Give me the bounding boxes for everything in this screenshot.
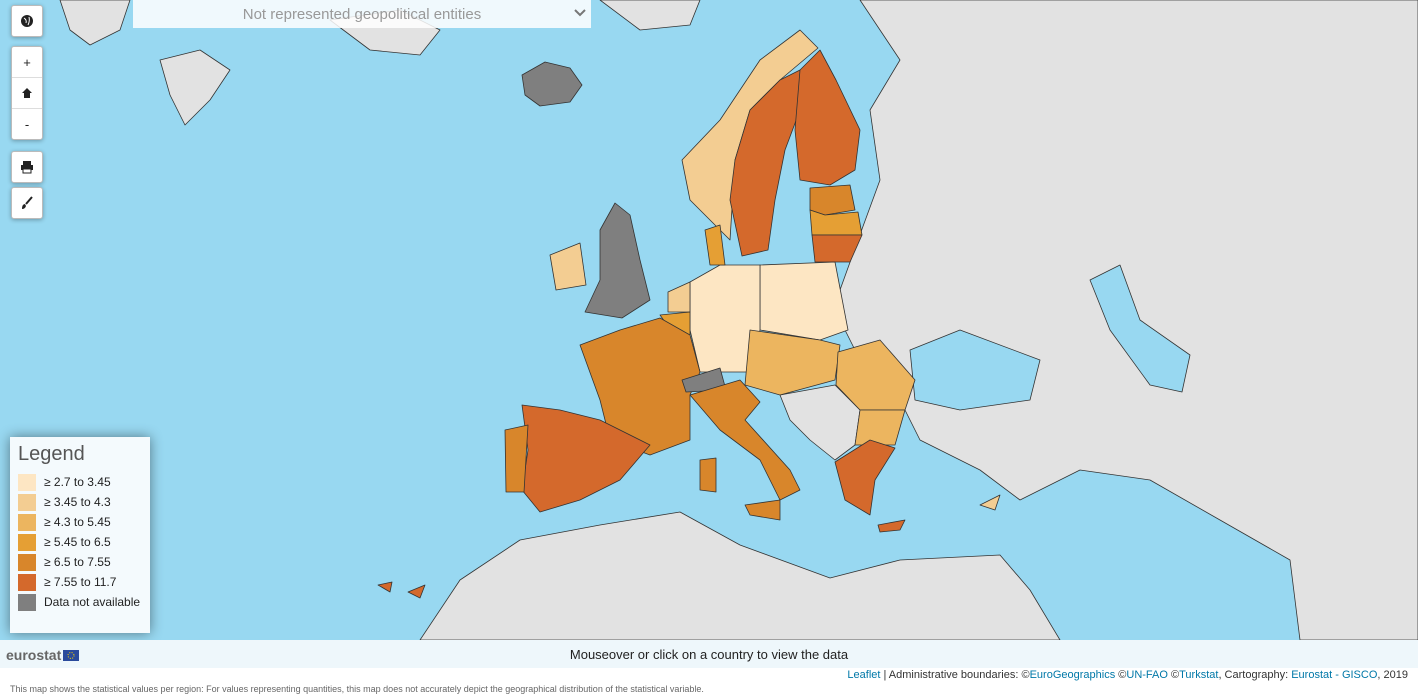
- legend-item: ≥ 2.7 to 3.45: [18, 472, 142, 492]
- country[interactable]: [549, 242, 587, 291]
- chevron-icon: [574, 9, 586, 17]
- legend-swatch: [18, 593, 36, 611]
- attribution: Leaflet | Administrative boundaries: ©Eu…: [843, 669, 1412, 681]
- attribution-text: ©: [1167, 669, 1180, 681]
- caspian-sea: [1089, 264, 1191, 393]
- country[interactable]: [779, 384, 861, 461]
- black-sea: [909, 329, 1041, 411]
- legend-items: ≥ 2.7 to 3.45 ≥ 3.45 to 4.3 ≥ 4.3 to 5.45 ≥…: [18, 472, 142, 612]
- country[interactable]: [759, 261, 849, 341]
- zoom-controls: + -: [11, 46, 43, 140]
- country[interactable]: [809, 209, 863, 236]
- attribution-text: ©: [1115, 669, 1127, 681]
- legend-label: ≥ 2.7 to 3.45: [44, 475, 111, 489]
- country[interactable]: [704, 224, 726, 266]
- land[interactable]: [599, 0, 701, 31]
- country[interactable]: [377, 581, 393, 593]
- country[interactable]: [744, 499, 781, 521]
- brand-name: eurostat: [6, 647, 62, 663]
- country[interactable]: [521, 61, 583, 107]
- country[interactable]: [699, 457, 717, 493]
- attribution-text: | Administrative boundaries: ©: [880, 669, 1030, 681]
- map[interactable]: [0, 0, 1418, 640]
- legend: Legend ≥ 2.7 to 3.45 ≥ 3.45 to 4.3 ≥ 4.3 t…: [10, 437, 150, 633]
- attribution-text: , 2019: [1377, 669, 1408, 681]
- legend-swatch: [18, 493, 36, 511]
- country[interactable]: [504, 424, 529, 493]
- country[interactable]: [877, 519, 906, 533]
- legend-item: ≥ 6.5 to 7.55: [18, 552, 142, 572]
- footer-note: This map shows the statistical values pe…: [10, 684, 704, 694]
- legend-item: ≥ 7.55 to 11.7: [18, 572, 142, 592]
- country[interactable]: [979, 494, 1001, 511]
- legend-swatch: [18, 553, 36, 571]
- attribution-text: , Cartography:: [1218, 669, 1292, 681]
- country[interactable]: [744, 329, 841, 396]
- legend-item: ≥ 5.45 to 6.5: [18, 532, 142, 552]
- country[interactable]: [729, 69, 801, 257]
- legend-item: ≥ 3.45 to 4.3: [18, 492, 142, 512]
- country[interactable]: [834, 439, 896, 516]
- zoom-out[interactable]: -: [24, 116, 30, 132]
- home-button[interactable]: [12, 78, 42, 109]
- dropdown-label: Not represented geopolitical entities: [242, 5, 482, 23]
- status-bar: Mouseover or click on a country to view …: [0, 640, 1418, 668]
- country[interactable]: [794, 49, 861, 186]
- legend-swatch: [18, 513, 36, 531]
- country[interactable]: [584, 202, 651, 319]
- country[interactable]: [854, 409, 906, 446]
- attribution-link[interactable]: UN-FAO: [1126, 669, 1168, 681]
- legend-label: ≥ 5.45 to 6.5: [44, 535, 111, 549]
- legend-label: ≥ 7.55 to 11.7: [44, 575, 117, 589]
- legend-title: Legend: [18, 443, 85, 465]
- land[interactable]: [159, 49, 231, 126]
- land[interactable]: [59, 0, 131, 46]
- print-button[interactable]: [11, 151, 43, 183]
- eu-flag: [63, 649, 80, 661]
- attribution-link[interactable]: Turkstat: [1179, 669, 1219, 681]
- legend-swatch: [18, 473, 36, 491]
- globe-button[interactable]: [11, 5, 43, 37]
- legend-label: ≥ 3.45 to 4.3: [44, 495, 111, 509]
- zoom-in[interactable]: +: [12, 47, 42, 78]
- legend-label: Data not available: [44, 595, 141, 609]
- style-button[interactable]: [11, 187, 43, 219]
- dropdown[interactable]: Not represented geopolitical entities: [133, 0, 591, 28]
- icon: [12, 188, 42, 218]
- attribution-link[interactable]: Leaflet: [847, 669, 881, 681]
- country[interactable]: [689, 379, 801, 501]
- icon: [12, 152, 42, 182]
- brand: eurostat: [6, 647, 80, 663]
- legend-label: ≥ 6.5 to 7.55: [44, 555, 111, 569]
- country[interactable]: [407, 584, 426, 599]
- legend-item: Data not available: [18, 592, 142, 612]
- legend-swatch: [18, 573, 36, 591]
- attribution-link[interactable]: EuroGeographics: [1029, 669, 1116, 681]
- icon: [12, 6, 42, 36]
- land[interactable]: [419, 511, 1061, 640]
- legend-item: ≥ 4.3 to 5.45: [18, 512, 142, 532]
- status-text: Mouseover or click on a country to view …: [569, 646, 849, 662]
- legend-label: ≥ 4.3 to 5.45: [44, 515, 111, 529]
- legend-swatch: [18, 533, 36, 551]
- country[interactable]: [809, 184, 856, 216]
- country[interactable]: [681, 29, 819, 241]
- country[interactable]: [811, 234, 863, 263]
- attribution-link[interactable]: Eurostat - GISCO: [1291, 669, 1378, 681]
